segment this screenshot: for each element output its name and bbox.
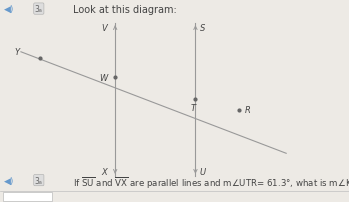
Text: 3ₐ: 3ₐ [35, 176, 43, 185]
Text: If $\overline{\rm SU}$ and $\overline{\rm VX}$ are parallel lines and m$\angle$U: If $\overline{\rm SU}$ and $\overline{\r… [73, 175, 349, 190]
Text: Look at this diagram:: Look at this diagram: [73, 5, 177, 15]
Text: S: S [200, 24, 205, 33]
Text: U: U [199, 167, 206, 176]
Text: X: X [102, 167, 107, 176]
FancyBboxPatch shape [3, 192, 52, 201]
Text: T: T [191, 104, 196, 113]
Text: W: W [99, 73, 107, 82]
Text: R: R [245, 106, 251, 115]
Text: ◀): ◀) [3, 176, 14, 185]
Text: 3ₐ: 3ₐ [35, 5, 43, 14]
Text: V: V [102, 24, 107, 33]
Text: ◀): ◀) [3, 5, 14, 14]
Text: Y: Y [15, 48, 20, 57]
